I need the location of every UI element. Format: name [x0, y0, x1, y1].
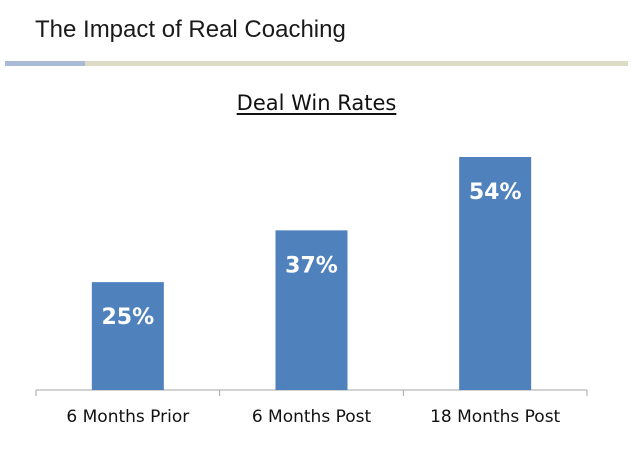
bar — [91, 282, 164, 390]
title-divider — [5, 61, 628, 66]
bar-data-label: 25% — [101, 305, 154, 330]
bar-data-label: 54% — [469, 180, 522, 205]
title-divider-accent — [5, 61, 85, 66]
chart-title: Deal Win Rates — [236, 91, 397, 115]
x-tick-label: 18 Months Post — [430, 407, 560, 427]
bar — [275, 230, 348, 390]
bar — [459, 157, 532, 390]
bar-data-label: 37% — [285, 253, 338, 278]
slide-title: The Impact of Real Coaching — [35, 16, 346, 43]
x-tick-label: 6 Months Prior — [66, 407, 189, 427]
x-tick-label: 6 Months Post — [252, 407, 372, 427]
